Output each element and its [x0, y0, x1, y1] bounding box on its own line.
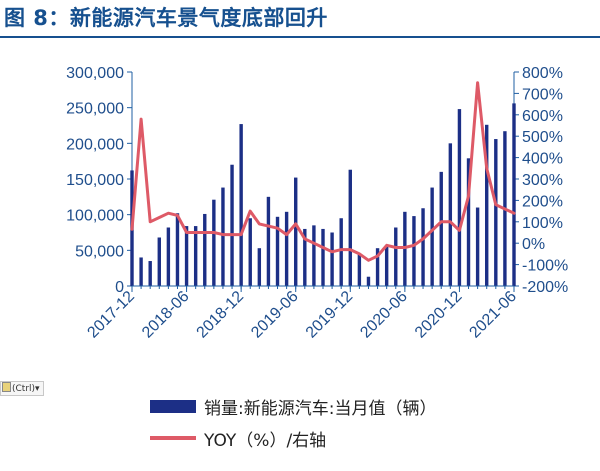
bar [184, 226, 189, 286]
bar [166, 227, 171, 286]
right-axis-tick-label: 400% [522, 151, 563, 168]
ctrl-label: (Ctrl)▾ [12, 384, 40, 394]
legend: 销量:新能源汽车:当月值（辆） YOY（%）/右轴 [150, 390, 436, 454]
left-axis-tick-label: 150,000 [66, 172, 124, 189]
right-axis-tick-label: 500% [522, 129, 563, 146]
bar [312, 225, 316, 286]
bar [330, 232, 334, 286]
title-underline [0, 36, 600, 38]
left-axis-tick-label: 0 [115, 279, 124, 296]
bar [512, 103, 516, 287]
bar [239, 124, 243, 286]
bar [266, 196, 271, 286]
x-axis-tick-label: 2019-06 [248, 288, 302, 342]
x-axis-tick-label: 2020-06 [357, 288, 411, 342]
page-title: 图 8：新能源汽车景气度底部回升 [4, 6, 328, 30]
x-axis: 2017-12 2018-06 2018-12 2019-06 2019-12 2020-… [84, 285, 520, 342]
legend-label-yoy: YOY（%）/右轴 [204, 430, 327, 451]
right-axis-tick-label: 100% [522, 215, 563, 232]
bar [421, 208, 425, 286]
right-axis: -200% -100% 0% 100% 200% 300% 400% 500% 600% 700%… [513, 65, 568, 296]
bar [203, 213, 207, 286]
bar [193, 226, 198, 286]
bar [339, 218, 343, 286]
legend-swatch-bar [150, 399, 196, 413]
bar [412, 216, 416, 286]
bar [212, 199, 216, 286]
x-axis-tick-label: 2018-06 [139, 288, 193, 342]
legend-swatch-line [150, 436, 196, 440]
right-axis-tick-label: -200% [522, 279, 568, 296]
bar [494, 139, 498, 286]
bar [257, 248, 262, 286]
left-axis-tick-label: 300,000 [66, 65, 124, 82]
clipboard-icon [2, 382, 11, 392]
bar [439, 171, 443, 286]
bar [221, 187, 225, 286]
bar [366, 276, 371, 286]
x-axis-tick-label: 2019-12 [303, 288, 357, 342]
bar [394, 227, 398, 286]
yoy-line [130, 81, 516, 262]
bar [375, 248, 380, 286]
bar [321, 228, 325, 286]
right-axis-tick-label: 800% [522, 65, 563, 82]
paste-options-button[interactable]: (Ctrl)▾ [0, 381, 44, 396]
bar [357, 254, 362, 286]
left-axis-tick-label: 50,000 [75, 243, 124, 260]
right-axis-tick-label: 600% [522, 108, 563, 125]
right-axis-tick-label: 300% [522, 172, 563, 189]
chart: 0 50,000 100,000 150,000 200,000 250,000 300,0… [66, 65, 568, 342]
bar [139, 257, 143, 286]
bar-series [130, 103, 516, 287]
bar [475, 207, 480, 286]
left-axis-tick-label: 200,000 [66, 136, 124, 153]
bar [230, 164, 234, 286]
bar [294, 177, 298, 286]
right-axis-tick-label: 200% [522, 193, 563, 210]
left-axis-tick-label: 250,000 [66, 101, 124, 118]
bar [248, 218, 252, 286]
x-axis-tick-label: 2020-12 [412, 288, 466, 342]
right-axis-tick-label: 700% [522, 86, 563, 103]
bar [457, 109, 462, 287]
bar [384, 245, 389, 286]
yoy-line-series [130, 81, 516, 262]
bar [157, 237, 161, 286]
bar [430, 187, 434, 286]
left-axis-tick-label: 100,000 [66, 208, 124, 225]
legend-item-yoy: YOY（%）/右轴 [150, 422, 436, 454]
right-axis-tick-label: 0% [522, 236, 545, 253]
legend-label-sales: 销量:新能源汽车:当月值（辆） [204, 398, 437, 419]
legend-item-sales: 销量:新能源汽车:当月值（辆） [150, 390, 436, 422]
bar [348, 169, 352, 286]
bar [466, 158, 471, 286]
bar [485, 124, 489, 286]
bar [175, 213, 180, 286]
bar [275, 216, 280, 286]
right-axis-tick-label: -100% [522, 258, 568, 275]
bar [148, 261, 152, 286]
bar [303, 228, 307, 286]
bar [284, 211, 289, 286]
left-axis: 0 50,000 100,000 150,000 200,000 250,000 300,0… [66, 65, 133, 296]
x-axis-tick-label: 2017-12 [84, 288, 138, 342]
x-axis-tick-label: 2018-12 [194, 288, 248, 342]
x-axis-tick-label: 2021-06 [466, 288, 520, 342]
bar [448, 143, 453, 286]
